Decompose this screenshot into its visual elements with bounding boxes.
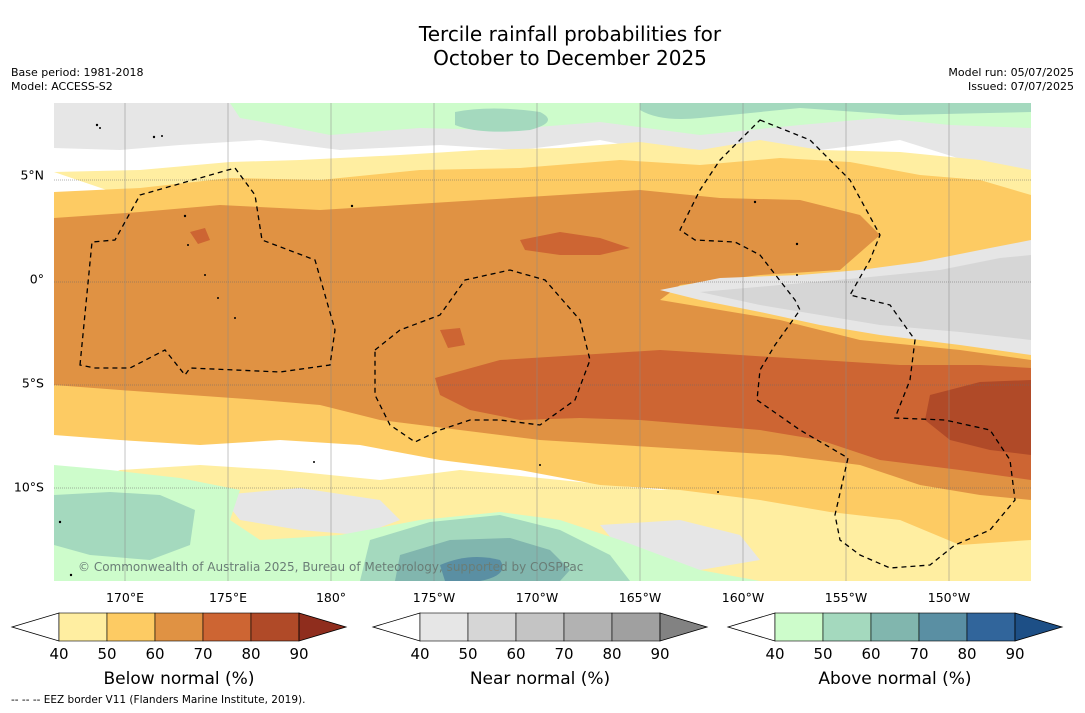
eez-borders	[79, 119, 1016, 569]
colorbar-tick-label: 60	[506, 645, 525, 663]
north-above-normal-core	[455, 103, 1031, 132]
colorbar-max-extension	[1014, 612, 1064, 642]
colorbar-tick-label: 70	[909, 645, 928, 663]
latitude-label: 5°S	[22, 376, 44, 391]
colorbar-tick-label: 70	[554, 645, 573, 663]
colorbar-tick-label: 90	[1005, 645, 1024, 663]
colorbar-title: Near normal (%)	[470, 669, 610, 689]
latitude-label: 10°S	[14, 479, 44, 494]
meta-right: Model run: 05/07/2025 Issued: 07/07/2025	[948, 66, 1074, 94]
colorbar-segment	[106, 612, 156, 642]
longitude-label: 155°W	[825, 590, 867, 605]
colorbar-tick-label: 90	[289, 645, 308, 663]
chart-title: Tercile rainfall probabilities for Octob…	[0, 22, 1085, 70]
colorbar-segment	[154, 612, 204, 642]
longitude-label: 175°W	[413, 590, 455, 605]
latitude-label: 5°N	[20, 168, 44, 183]
colorbar-tick-label: 60	[861, 645, 880, 663]
copyright-text: © Commonwealth of Australia 2025, Bureau…	[78, 560, 583, 574]
south-above-normal-deepest	[440, 556, 503, 581]
colorbar-tick-label: 60	[145, 645, 164, 663]
colorbar-segment	[611, 612, 661, 642]
model-run-text: Model run: 05/07/2025	[948, 66, 1074, 79]
gridlines	[54, 179, 1031, 489]
colorbar-tick-label: 40	[765, 645, 784, 663]
colorbar-segment	[822, 612, 872, 642]
colorbar-tick-label: 70	[193, 645, 212, 663]
colorbar-segment	[250, 612, 300, 642]
colorbar-max-extension	[659, 612, 709, 642]
colorbar-segment	[563, 612, 613, 642]
colorbar-tick-label: 50	[97, 645, 116, 663]
below-normal-70-region	[190, 228, 1031, 480]
colorbar-tick-label: 80	[602, 645, 621, 663]
colorbar-tick-label: 50	[458, 645, 477, 663]
island-markers	[58, 123, 799, 577]
eez-kiribati-gilbert	[79, 167, 336, 377]
issued-text: Issued: 07/07/2025	[967, 80, 1074, 93]
colorbar-segment	[467, 612, 517, 642]
colorbar: 40 50 60 70 80 90 Below normal (%)	[10, 612, 348, 689]
colorbar-tick-label: 90	[650, 645, 669, 663]
eez-phoenix	[374, 269, 591, 443]
colorbar-segment	[966, 612, 1016, 642]
longitude-label: 165°W	[619, 590, 661, 605]
eez-footnote: -- -- -- EEZ border V11 (Flanders Marine…	[11, 694, 306, 706]
longitude-label: 170°W	[516, 590, 558, 605]
colorbar-tick-label: 80	[241, 645, 260, 663]
longitude-label: 175°E	[209, 590, 247, 605]
colorbar-max-extension	[298, 612, 348, 642]
colorbar-title: Below normal (%)	[104, 669, 255, 689]
colorbar-segment	[58, 612, 108, 642]
longitude-label: 170°E	[106, 590, 144, 605]
below-normal-80-region	[925, 380, 1031, 455]
colorbar-tick-label: 40	[49, 645, 68, 663]
colorbar-segment	[515, 612, 565, 642]
colorbar-segment	[918, 612, 968, 642]
north-above-normal-region	[230, 103, 1031, 135]
latitude-labels: 5°N 0° 5°S 10°S	[14, 168, 44, 495]
longitude-label: 160°W	[722, 590, 764, 605]
colorbar-tick-label: 50	[813, 645, 832, 663]
colorbar: 40 50 60 70 80 90 Above normal (%)	[726, 612, 1064, 689]
colorbar-segment	[870, 612, 920, 642]
latitude-label: 0°	[30, 272, 44, 287]
meridians	[124, 103, 950, 581]
colorbar-tick-label: 40	[410, 645, 429, 663]
colorbar-segment	[419, 612, 469, 642]
longitude-label: 180°	[316, 590, 346, 605]
colorbar-tick-label: 80	[957, 645, 976, 663]
title-line-2: October to December 2025	[433, 46, 707, 70]
meta-left: Base period: 1981-2018 Model: ACCESS-S2	[11, 66, 143, 94]
title-line-1: Tercile rainfall probabilities for	[418, 22, 722, 46]
colorbar-segment	[774, 612, 824, 642]
colorbar: 40 50 60 70 80 90 Near normal (%)	[371, 612, 709, 689]
longitude-label: 150°W	[928, 590, 970, 605]
colorbar-min-extension	[10, 612, 60, 642]
base-period-text: Base period: 1981-2018	[11, 66, 144, 79]
colorbar-segment	[202, 612, 252, 642]
colorbar-title: Above normal (%)	[818, 669, 971, 689]
east-near-normal-core	[700, 255, 1031, 340]
colorbar-min-extension	[371, 612, 421, 642]
colorbars: 40 50 60 70 80 90 Below normal (%) 40 50 60 70 80 90…	[10, 612, 1064, 689]
map-field: © Commonwealth of Australia 2025, Bureau…	[54, 103, 1031, 581]
longitude-labels: 170°E 175°E 180° 175°W 170°W 165°W 160°W 155°W 1…	[106, 590, 970, 605]
colorbar-min-extension	[726, 612, 776, 642]
model-text: Model: ACCESS-S2	[11, 80, 113, 93]
